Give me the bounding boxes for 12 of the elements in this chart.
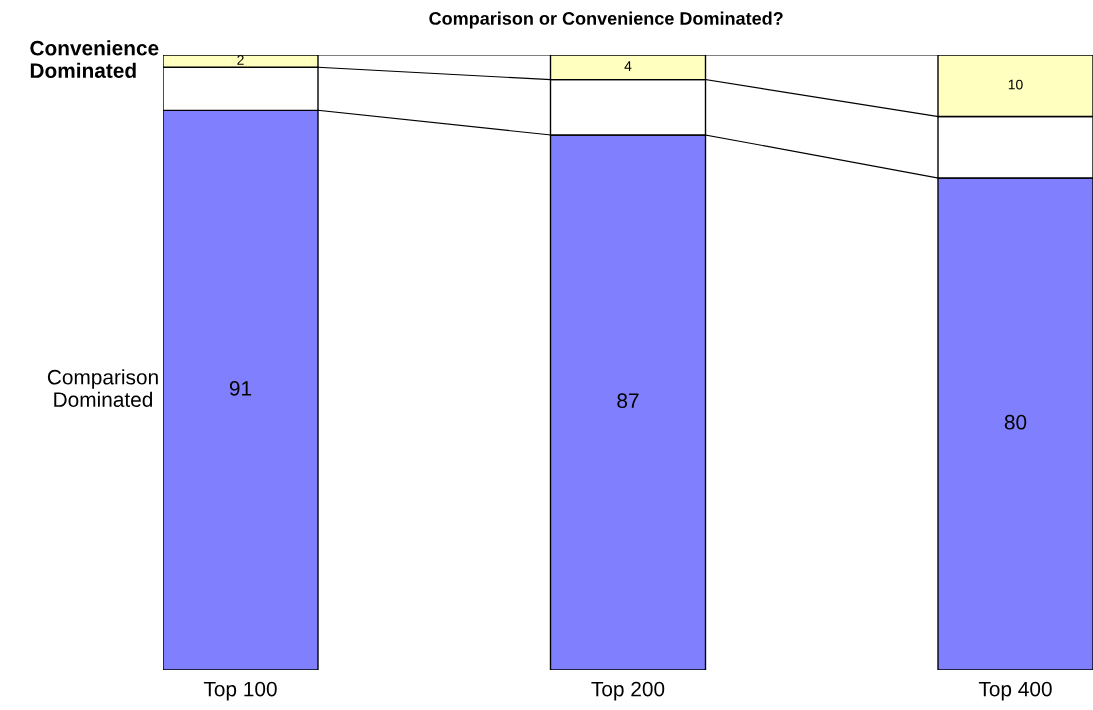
data-label: 80 bbox=[1004, 414, 1027, 430]
x-tick-label: Top 100 bbox=[203, 681, 277, 701]
x-tick-label: Top 400 bbox=[978, 681, 1052, 701]
chart-title: Comparison or Convenience Dominated? bbox=[429, 11, 783, 29]
data-label: 91 bbox=[229, 381, 252, 396]
x-tick-label: Top 200 bbox=[591, 681, 665, 701]
series-label: Comparison Dominated bbox=[47, 369, 158, 407]
data-label: 10 bbox=[1008, 79, 1023, 90]
series-label: Convenience Dominated bbox=[30, 40, 159, 78]
data-label: 2 bbox=[237, 55, 244, 65]
data-label: 87 bbox=[617, 393, 639, 409]
data-label: 4 bbox=[624, 61, 632, 71]
